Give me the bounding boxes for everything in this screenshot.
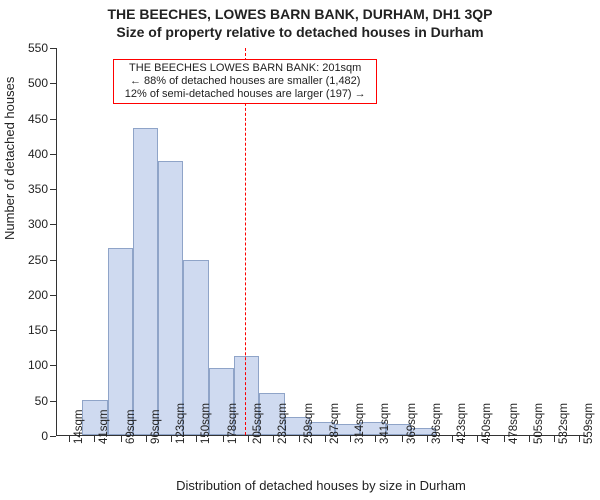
y-tick-label: 400 — [28, 147, 48, 161]
x-tick-mark — [325, 436, 326, 442]
x-tick-label: 150sqm — [200, 403, 212, 444]
x-tick-label: 96sqm — [150, 409, 162, 444]
x-tick-mark — [554, 436, 555, 442]
property-marker-line — [245, 48, 246, 435]
chart-title-line1: THE BEECHES, LOWES BARN BANK, DURHAM, DH… — [0, 6, 600, 24]
x-tick-label: 450sqm — [481, 403, 493, 444]
x-tick-mark — [273, 436, 274, 442]
x-tick-mark — [223, 436, 224, 442]
chart-container: THE BEECHES, LOWES BARN BANK, DURHAM, DH… — [0, 0, 600, 500]
x-tick-label: 559sqm — [583, 403, 595, 444]
x-tick-mark — [146, 436, 147, 442]
x-tick-label: 69sqm — [125, 409, 137, 444]
x-tick-label: 314sqm — [354, 403, 366, 444]
annotation-text-line3: 12% of semi-detached houses are larger (… — [118, 88, 372, 101]
y-tick-label: 0 — [41, 429, 48, 443]
x-axis-ticks: 14sqm41sqm69sqm96sqm123sqm150sqm178sqm20… — [56, 436, 586, 476]
y-tick-label: 150 — [28, 323, 48, 337]
y-tick-label: 450 — [28, 112, 48, 126]
histogram-bar — [108, 248, 133, 435]
x-axis-label: Distribution of detached houses by size … — [56, 478, 586, 493]
x-tick-label: 396sqm — [431, 403, 443, 444]
x-tick-label: 532sqm — [558, 403, 570, 444]
y-tick-label: 350 — [28, 182, 48, 196]
plot-area: THE BEECHES LOWES BARN BANK: 201sqm ← 88… — [56, 48, 586, 436]
x-tick-label: 123sqm — [175, 403, 187, 444]
x-tick-mark — [69, 436, 70, 442]
annotation-text-line2: ← 88% of detached houses are smaller (1,… — [118, 75, 372, 88]
x-tick-mark — [94, 436, 95, 442]
x-tick-mark — [248, 436, 249, 442]
x-tick-mark — [171, 436, 172, 442]
histogram-bars-group — [57, 48, 586, 435]
x-tick-mark — [402, 436, 403, 442]
x-tick-label: 205sqm — [252, 403, 264, 444]
x-tick-mark — [196, 436, 197, 442]
x-tick-mark — [504, 436, 505, 442]
y-tick-label: 500 — [28, 76, 48, 90]
x-tick-label: 423sqm — [456, 403, 468, 444]
x-tick-mark — [452, 436, 453, 442]
x-tick-label: 259sqm — [303, 403, 315, 444]
x-tick-label: 505sqm — [533, 403, 545, 444]
x-tick-label: 341sqm — [379, 403, 391, 444]
x-tick-label: 14sqm — [73, 409, 85, 444]
x-tick-mark — [477, 436, 478, 442]
x-tick-mark — [299, 436, 300, 442]
chart-title-line2: Size of property relative to detached ho… — [0, 24, 600, 42]
x-tick-label: 478sqm — [508, 403, 520, 444]
y-tick-label: 200 — [28, 288, 48, 302]
x-tick-label: 178sqm — [227, 403, 239, 444]
annotation-text-line1: THE BEECHES LOWES BARN BANK: 201sqm — [118, 62, 372, 75]
histogram-bar — [133, 128, 158, 435]
x-tick-label: 287sqm — [329, 403, 341, 444]
x-tick-mark — [529, 436, 530, 442]
x-tick-mark — [579, 436, 580, 442]
histogram-bar — [158, 161, 183, 435]
x-tick-label: 232sqm — [277, 403, 289, 444]
x-tick-mark — [121, 436, 122, 442]
annotation-callout: THE BEECHES LOWES BARN BANK: 201sqm ← 88… — [113, 59, 377, 105]
x-tick-mark — [375, 436, 376, 442]
y-tick-label: 550 — [28, 41, 48, 55]
x-tick-label: 41sqm — [98, 409, 110, 444]
y-tick-label: 250 — [28, 253, 48, 267]
x-tick-mark — [350, 436, 351, 442]
y-tick-label: 100 — [28, 358, 48, 372]
y-tick-label: 300 — [28, 217, 48, 231]
x-tick-label: 369sqm — [406, 403, 418, 444]
x-tick-mark — [427, 436, 428, 442]
chart-titles: THE BEECHES, LOWES BARN BANK, DURHAM, DH… — [0, 0, 600, 41]
y-tick-label: 50 — [35, 394, 48, 408]
y-axis-ticks: 050100150200250300350400450500550 — [0, 48, 56, 436]
